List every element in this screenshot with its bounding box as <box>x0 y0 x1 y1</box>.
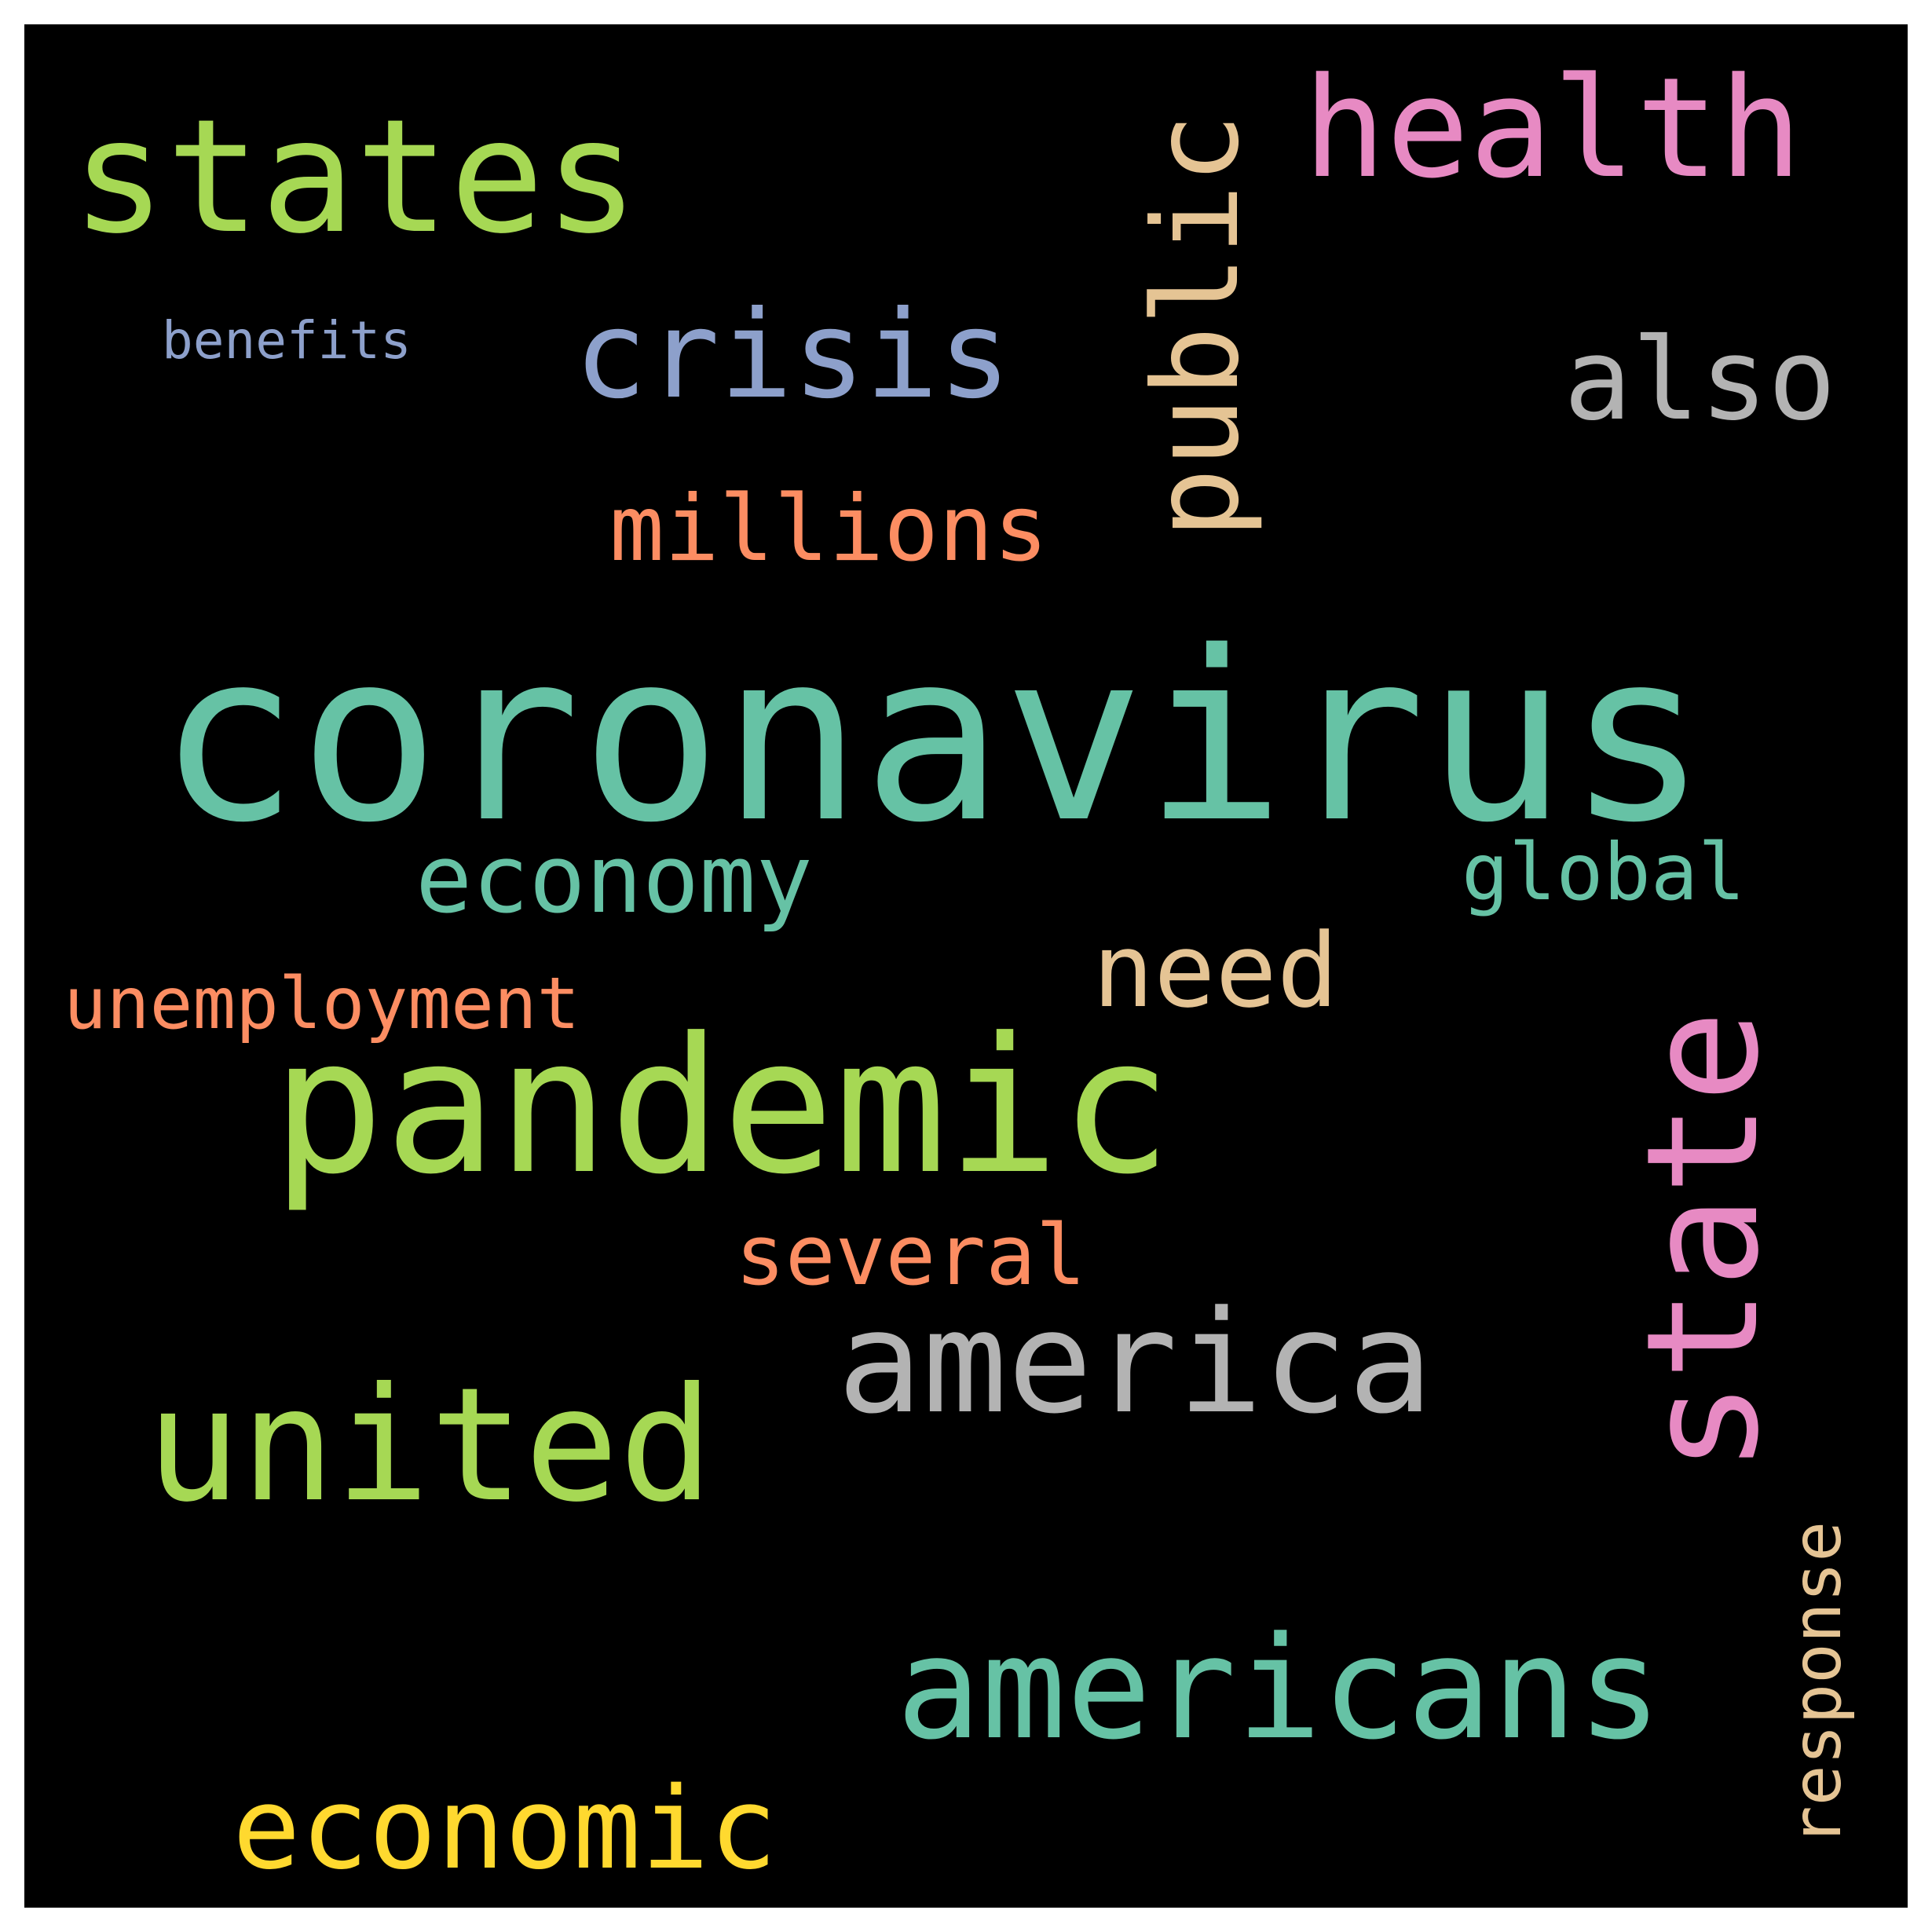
word-millions: millions <box>609 476 1048 582</box>
word-also: also <box>1564 313 1836 445</box>
word-united: united <box>146 1354 714 1537</box>
word-response: response <box>1778 1520 1857 1846</box>
word-economic: economic <box>232 1762 778 1894</box>
word-need: need <box>1092 911 1339 1030</box>
word-health: health <box>1303 48 1802 209</box>
word-state: state <box>1614 1009 1793 1473</box>
word-public: public <box>1129 113 1265 539</box>
word-americans: americans <box>896 1607 1663 1771</box>
word-cloud-canvas: coronavirus pandemic states health unite… <box>24 24 1908 1908</box>
word-states: states <box>71 86 639 269</box>
word-america: america <box>837 1281 1433 1445</box>
word-benefits: benefits <box>162 310 412 371</box>
word-several: several <box>735 1207 1086 1304</box>
word-economy: economy <box>415 825 813 935</box>
word-coronavirus: coronavirus <box>158 602 1708 874</box>
word-pandemic: pandemic <box>272 998 1173 1216</box>
word-crisis: crisis <box>574 285 1012 426</box>
word-unemployment: unemployment <box>64 963 580 1045</box>
word-global: global <box>1462 826 1746 918</box>
